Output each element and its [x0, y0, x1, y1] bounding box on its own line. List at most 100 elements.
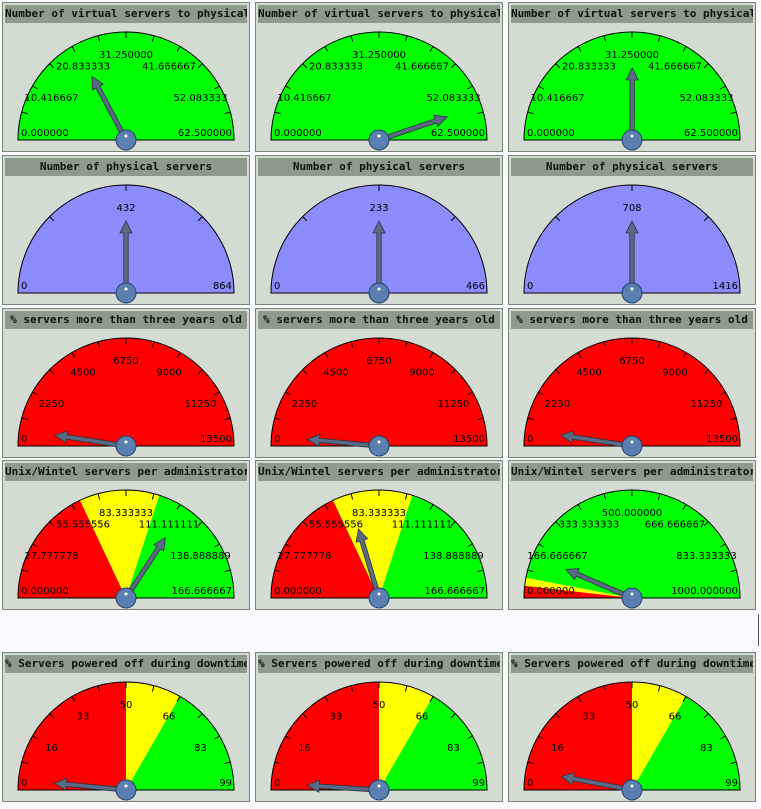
gauge-tick	[176, 46, 181, 52]
tick-label: 9000	[156, 368, 181, 379]
tick-label: 138.888889	[170, 551, 230, 562]
tick-label: 83.333333	[352, 508, 406, 519]
gauge-band	[379, 696, 487, 790]
gauge-title: Unix/Wintel servers per administrator	[511, 463, 753, 481]
gauge-tick	[703, 63, 709, 69]
tick-label: 16	[45, 743, 58, 754]
gauge-title: % servers more than three years old	[258, 311, 500, 329]
tick-label: 0	[21, 281, 27, 292]
gauge-tick	[577, 46, 582, 52]
gauge-panel: Number of virtual servers to physical 0.…	[2, 2, 250, 152]
gauge-tick	[176, 504, 181, 510]
tick-label: 2250	[545, 399, 570, 410]
tick-label: 0	[21, 434, 27, 445]
tick-label: 10.416667	[530, 93, 584, 104]
gauge-tick	[324, 46, 329, 52]
tick-label: 0.000000	[21, 128, 69, 139]
gauge-tick	[49, 63, 55, 69]
gauge-tick	[151, 35, 155, 42]
gauge-tick	[274, 761, 281, 765]
tick-label: 83	[447, 743, 460, 754]
gauge-tick	[720, 85, 726, 90]
gauge-tick	[577, 352, 582, 358]
gauge-hub-dot	[124, 287, 128, 291]
gauge-hub	[621, 779, 643, 801]
gauge-tick	[450, 63, 456, 69]
gauge-tick	[555, 713, 561, 719]
tick-label: 11250	[691, 399, 723, 410]
gauge-panel: Unix/Wintel servers per administrator 0.…	[2, 460, 250, 610]
gauge-tick	[97, 685, 101, 692]
gauge-tick	[285, 735, 291, 740]
tick-label: 1000.000000	[671, 586, 738, 597]
tick-label: 2250	[292, 399, 317, 410]
gauge-tick	[32, 391, 38, 396]
gauge-outline	[17, 184, 235, 294]
gauge-tick	[404, 35, 408, 42]
gauge-tick	[49, 369, 55, 375]
gauge-tick	[97, 341, 101, 348]
tick-label: 333.333333	[559, 520, 619, 531]
tick-label: 11250	[185, 399, 217, 410]
gauge-hub	[621, 282, 643, 304]
tick-label: 0.000000	[527, 586, 575, 597]
gauge-band	[271, 32, 487, 140]
gauge-tick	[302, 63, 308, 69]
tick-label: 0	[274, 778, 280, 789]
gauge-hub-dot	[377, 440, 381, 444]
gauge-band	[524, 585, 632, 598]
gauge-tick	[151, 685, 155, 692]
gauge-panel: % servers more than three years old 0 225…	[255, 308, 503, 458]
gauge-panel: Number of virtual servers to physical 0.…	[508, 2, 756, 152]
gauge-tick	[71, 504, 76, 510]
tick-label: 0	[527, 778, 533, 789]
tick-label: 432	[116, 203, 135, 214]
tick-label: 10.416667	[277, 93, 331, 104]
gauge-tick	[197, 216, 203, 222]
gauge-tick	[49, 713, 55, 719]
tick-label: 41.666667	[648, 62, 702, 73]
gauge-tick	[538, 735, 544, 740]
gauge: 0.000000 10.416667 20.83333331.25000041.66…	[270, 31, 488, 151]
gauge-band	[524, 682, 632, 790]
gauge-panel: % Servers powered off during downtime 0 1…	[508, 652, 756, 802]
gauge-band	[18, 500, 126, 598]
tick-label: 0.000000	[274, 128, 322, 139]
gauge-hub-dot	[630, 592, 634, 596]
gauge-panel: Number of physical servers 0 708 1416	[508, 155, 756, 305]
gauge-tick	[97, 35, 101, 42]
gauge-outline	[523, 337, 741, 447]
gauge-panel: Unix/Wintel servers per administrator 0.…	[508, 460, 756, 610]
gauge-outline	[523, 184, 741, 294]
gauge-tick	[21, 761, 28, 765]
tick-label: 0	[527, 434, 533, 445]
gauge-tick	[285, 85, 291, 90]
gauge-outline	[17, 489, 235, 599]
gauge-tick	[555, 521, 561, 527]
gauge: 0.000000 10.416667 20.83333331.25000041.66…	[523, 31, 741, 151]
gauge-tick	[224, 111, 231, 115]
gauge-tick	[450, 216, 456, 222]
gauge-tick	[285, 543, 291, 548]
gauge-band	[18, 682, 126, 790]
tick-label: 6750	[366, 356, 391, 367]
gauge-tick	[71, 696, 76, 702]
gauge-tick	[350, 493, 354, 500]
tick-label: 6750	[619, 356, 644, 367]
gauge-hub-dot	[124, 784, 128, 788]
tick-label: 50	[373, 700, 386, 711]
tick-label: 50	[120, 700, 133, 711]
gauge-tick	[703, 713, 709, 719]
gauge-tick	[197, 369, 203, 375]
gauge-outline	[523, 489, 741, 599]
gauge: 0 708 1416	[523, 184, 741, 304]
gauge-hub	[368, 435, 390, 457]
gauge-tick	[350, 341, 354, 348]
gauge: 0.000000 27.777778 55.55555683.333333111.1…	[17, 489, 235, 609]
gauge-tick	[450, 369, 456, 375]
tick-label: 11250	[438, 399, 470, 410]
gauge-tick	[404, 493, 408, 500]
gauge-band	[18, 32, 234, 140]
gauge-tick	[603, 493, 607, 500]
gauge-band	[524, 577, 632, 598]
